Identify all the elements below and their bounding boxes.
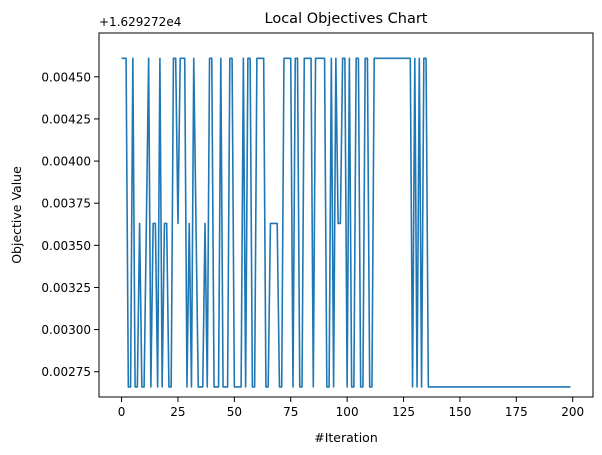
x-axis-label: #Iteration	[314, 430, 378, 445]
y-tick-label: 0.00400	[41, 155, 91, 169]
x-tick-label: 25	[170, 405, 185, 419]
y-tick-label: 0.00375	[41, 197, 91, 211]
y-axis-offset-label: +1.629272e4	[99, 15, 181, 29]
x-tick-label: 75	[283, 405, 298, 419]
x-tick-label: 200	[561, 405, 584, 419]
y-tick-label: 0.00350	[41, 239, 91, 253]
y-axis-ticks: 0.00275 0.00300 0.00325 0.00350 0.00375 0.004…	[41, 70, 99, 379]
x-axis-ticks: 0 25 50 75 100 125 150 175 200	[118, 397, 584, 419]
chart-title: Local Objectives Chart	[265, 11, 428, 27]
y-axis-label: Objective Value	[9, 166, 24, 264]
x-tick-label: 175	[505, 405, 528, 419]
y-tick-label: 0.00300	[41, 323, 91, 337]
y-tick-label: 0.00275	[41, 365, 91, 379]
axes-frame	[98, 32, 594, 398]
x-tick-label: 150	[448, 405, 471, 419]
x-tick-label: 100	[336, 405, 359, 419]
x-tick-label: 125	[392, 405, 415, 419]
x-tick-label: 0	[118, 405, 126, 419]
plot-area	[98, 32, 594, 398]
y-tick-label: 0.00325	[41, 281, 91, 295]
y-tick-label: 0.00425	[41, 112, 91, 126]
x-tick-label: 50	[227, 405, 242, 419]
series-line-0	[121, 57, 571, 388]
y-tick-label: 0.00450	[41, 70, 91, 84]
